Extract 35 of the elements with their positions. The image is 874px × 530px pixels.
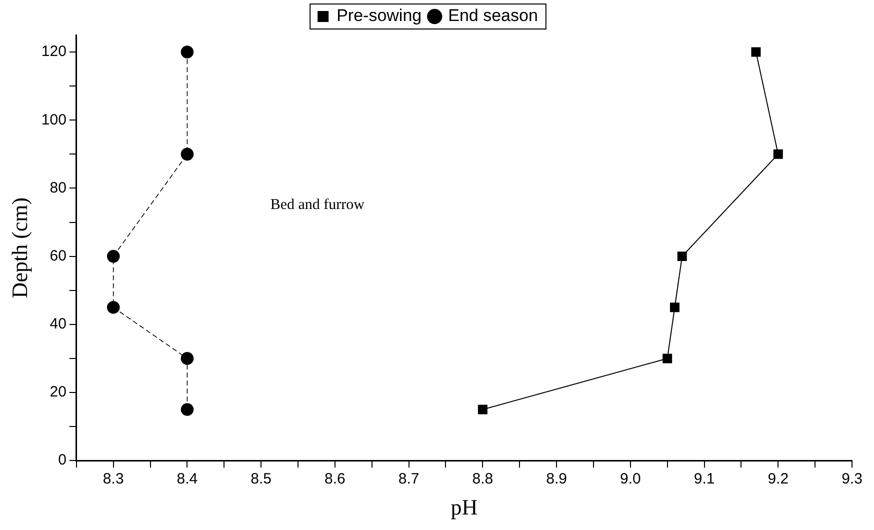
- y-tick-label: 60: [50, 247, 66, 264]
- y-tick-label: 100: [41, 111, 66, 128]
- y-tick-label: 80: [50, 179, 66, 196]
- point: [180, 352, 194, 365]
- point: [670, 302, 680, 312]
- y-tick-label: 0: [58, 452, 66, 469]
- x-tick-label: 9.1: [694, 470, 715, 488]
- y-tick-label: 20: [50, 384, 66, 401]
- x-tick-label: 8.7: [398, 470, 420, 488]
- y-tick-label: 40: [50, 316, 66, 333]
- point: [180, 46, 194, 58]
- y-tick-label: 120: [41, 43, 66, 60]
- annotation: Bed and furrow: [270, 197, 365, 214]
- x-tick-label: 9.0: [620, 470, 641, 488]
- point: [180, 403, 194, 416]
- point: [662, 354, 672, 364]
- point: [106, 250, 120, 263]
- x-tick-label: 9.2: [768, 470, 789, 488]
- point: [180, 148, 194, 161]
- x-tick-label: 8.3: [102, 470, 124, 488]
- point: [677, 252, 687, 262]
- point: [478, 404, 488, 414]
- x-tick-label: 8.5: [250, 470, 272, 488]
- legend-label: End season: [448, 6, 538, 26]
- point: [751, 47, 761, 57]
- point: [773, 149, 783, 159]
- y-axis-title: Depth (cm): [6, 197, 32, 298]
- x-tick-label: 8.9: [546, 470, 567, 488]
- x-tick-label: 8.8: [472, 470, 494, 488]
- legend-label: Pre-sowing: [336, 6, 422, 26]
- x-axis-title: pH: [450, 494, 478, 520]
- x-tick-label: 8.6: [324, 470, 346, 488]
- x-tick-label: 8.4: [176, 470, 198, 488]
- x-tick-label: 9.3: [842, 470, 862, 488]
- point: [106, 300, 120, 314]
